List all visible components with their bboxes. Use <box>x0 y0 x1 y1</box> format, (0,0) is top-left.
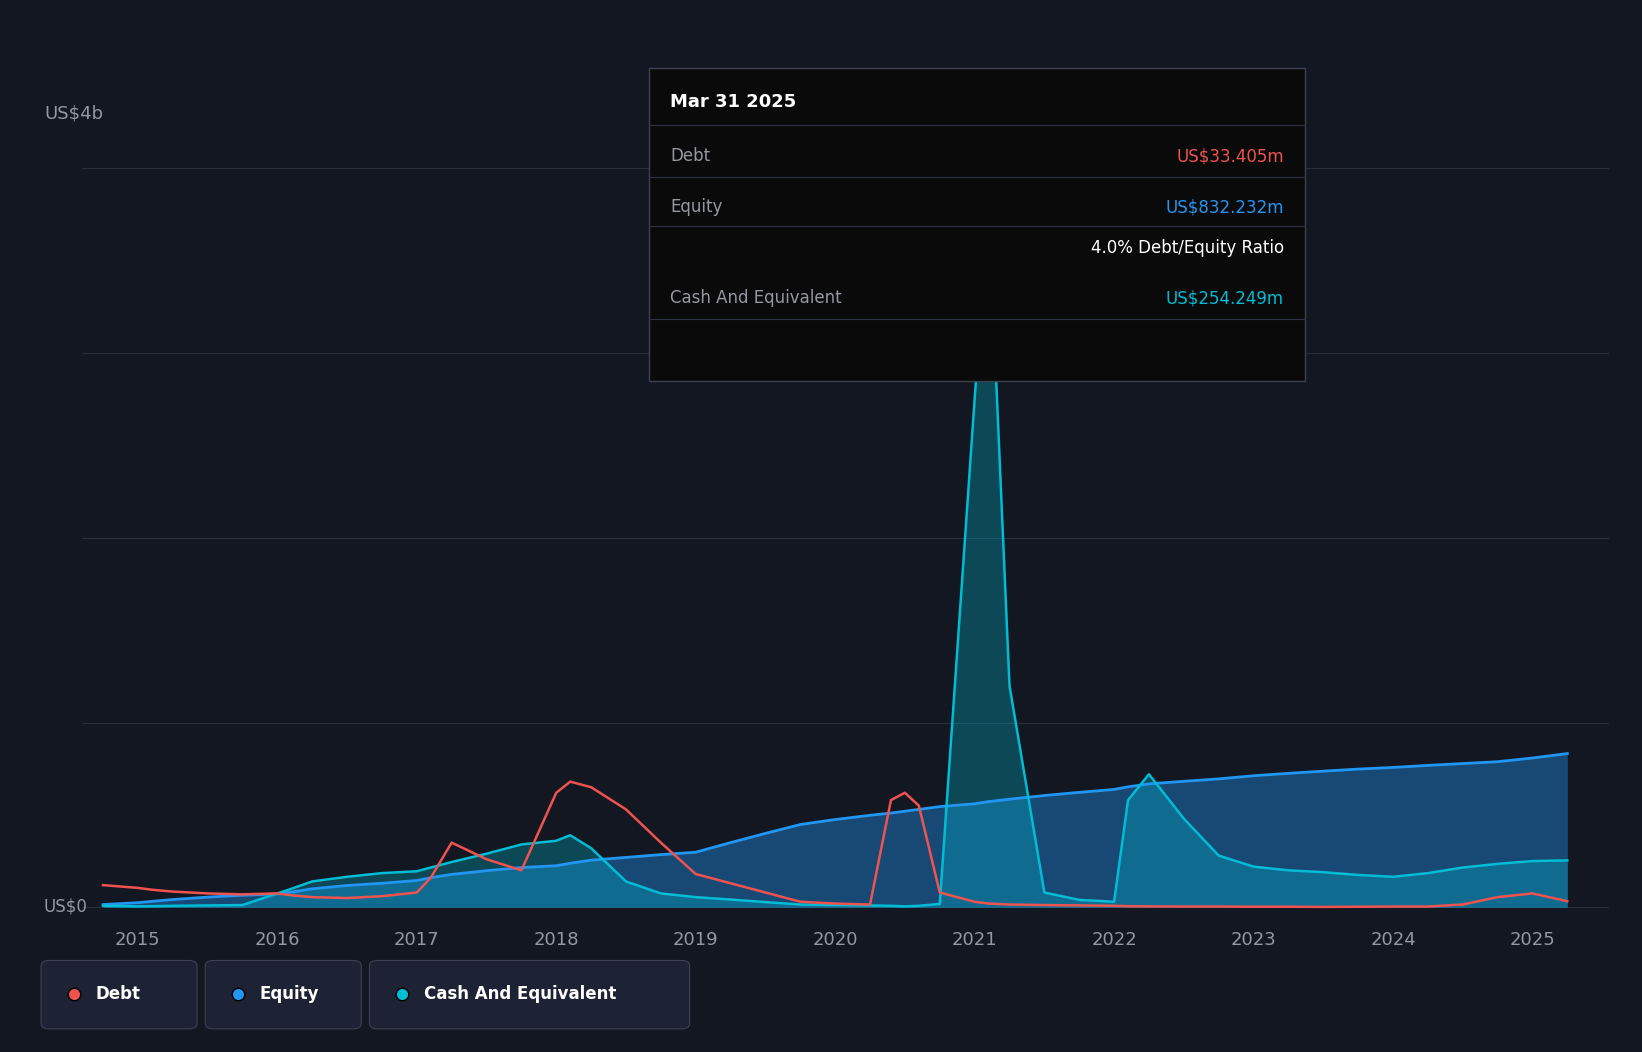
Text: Cash And Equivalent: Cash And Equivalent <box>424 985 616 1004</box>
Text: Debt: Debt <box>95 985 140 1004</box>
Text: US$0: US$0 <box>44 897 87 916</box>
Text: 4.0% Debt/Equity Ratio: 4.0% Debt/Equity Ratio <box>1090 239 1284 257</box>
Text: US$4b: US$4b <box>44 105 103 123</box>
Text: Equity: Equity <box>259 985 319 1004</box>
Text: Equity: Equity <box>670 198 722 216</box>
Text: US$33.405m: US$33.405m <box>1176 147 1284 165</box>
Text: Mar 31 2025: Mar 31 2025 <box>670 93 796 112</box>
Text: US$832.232m: US$832.232m <box>1166 198 1284 216</box>
Text: Debt: Debt <box>670 147 709 165</box>
Text: Cash And Equivalent: Cash And Equivalent <box>670 289 842 307</box>
Text: US$254.249m: US$254.249m <box>1166 289 1284 307</box>
